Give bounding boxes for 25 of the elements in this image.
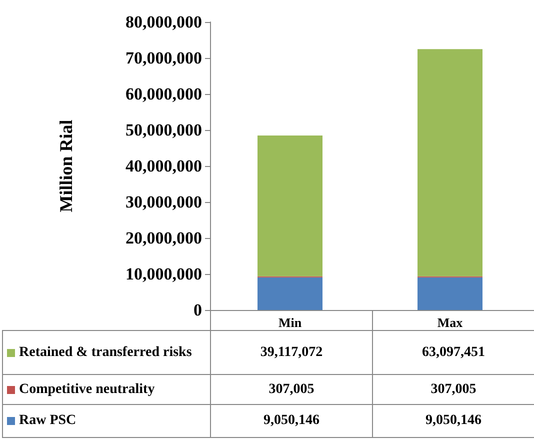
y-tick-label: 30,000,000 [126, 192, 202, 212]
data-label: 39,117,072 [210, 330, 373, 375]
legend-label: Raw PSC [19, 413, 76, 429]
data-label: 9,050,146 [372, 404, 534, 438]
bar [418, 49, 482, 276]
y-tick-label: 70,000,000 [126, 48, 202, 68]
data-label: 307,005 [372, 374, 534, 405]
x-tick-label: Min [278, 315, 302, 330]
bar [258, 135, 322, 276]
y-tick-label: 20,000,000 [126, 228, 202, 248]
legend-label: Competitive neutrality [19, 382, 155, 398]
legend-label: Retained & transferred risks [19, 344, 192, 360]
data-label: 63,097,451 [372, 330, 534, 375]
y-tick-label: 40,000,000 [126, 156, 202, 176]
x-tick-label: Max [437, 315, 464, 330]
data-label: 307,005 [210, 374, 373, 405]
bar [418, 277, 482, 310]
y-axis-title: Million Rial [56, 120, 76, 212]
y-tick-label: 0 [194, 300, 202, 320]
data-label: 9,050,146 [210, 404, 373, 438]
y-tick-label: 80,000,000 [126, 12, 202, 32]
y-tick-label: 10,000,000 [126, 264, 202, 284]
bar [258, 277, 322, 310]
y-tick-label: 60,000,000 [126, 84, 202, 104]
y-tick-label: 50,000,000 [126, 120, 202, 140]
